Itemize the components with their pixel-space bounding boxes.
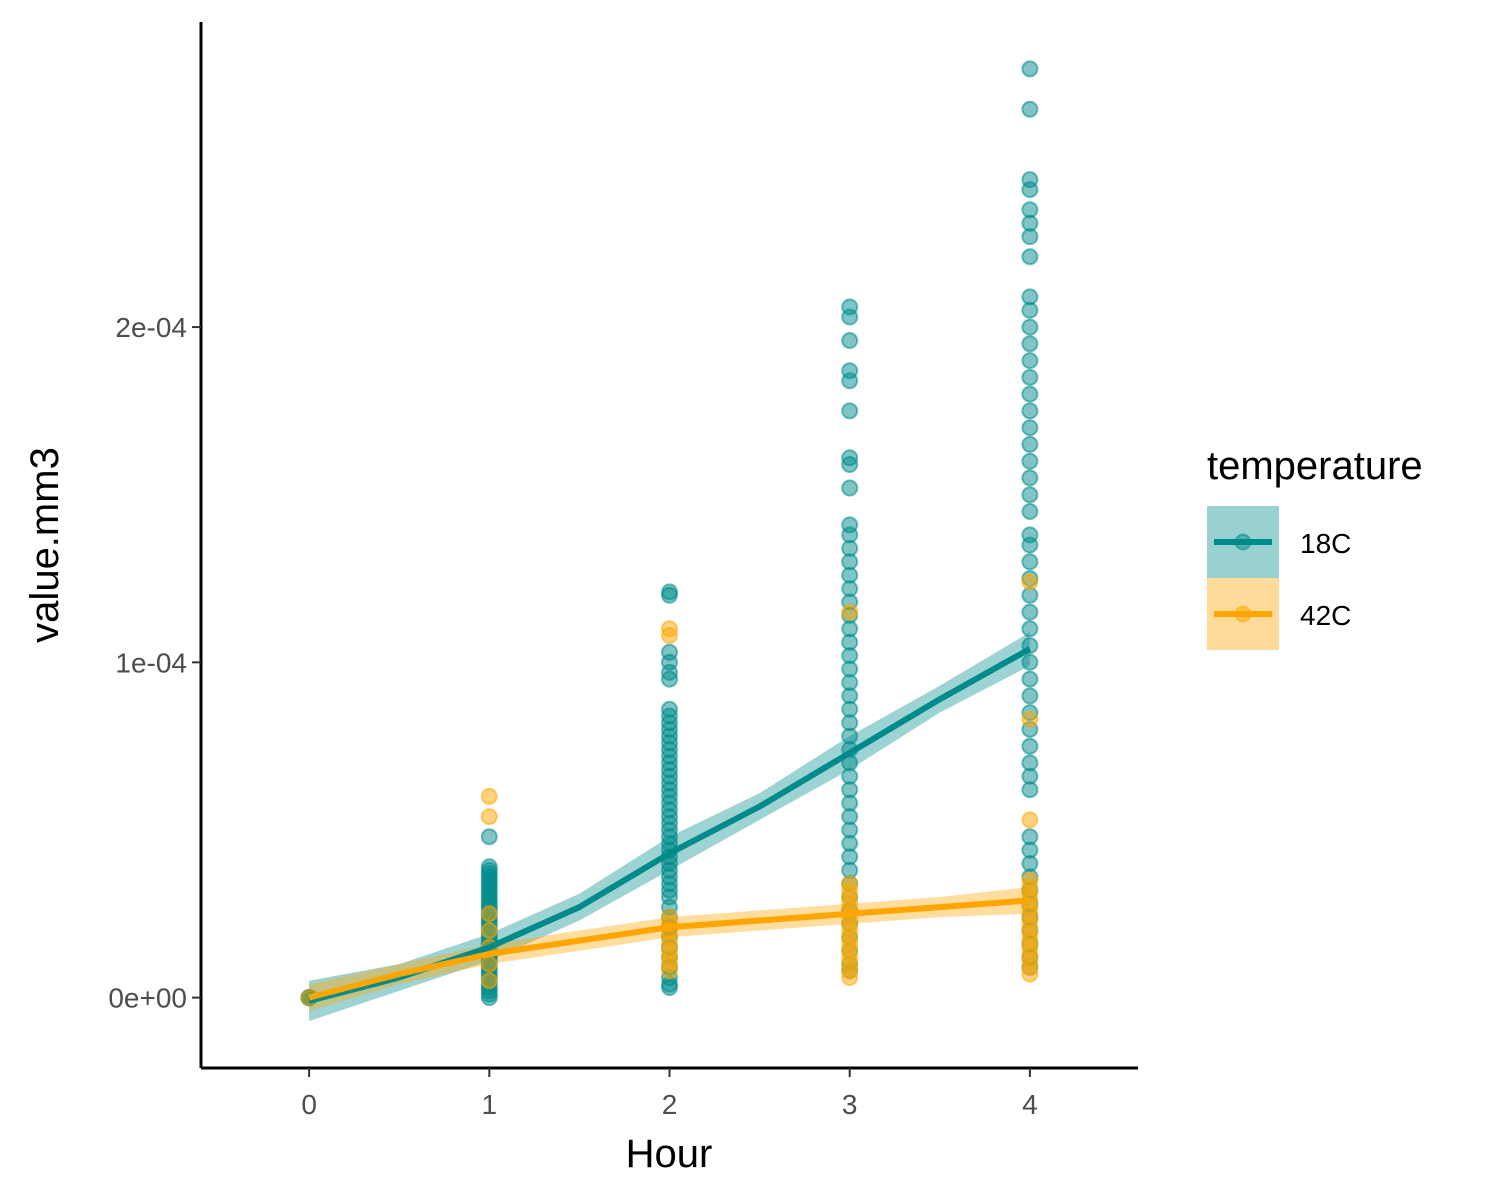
- data-point-18C: [1021, 318, 1039, 336]
- legend-label-42C: 42C: [1300, 600, 1351, 631]
- legend-item-18C: 18C: [1207, 506, 1351, 578]
- data-point-18C: [1021, 435, 1039, 453]
- data-point-42C: [480, 955, 498, 973]
- data-point-18C: [1021, 828, 1039, 846]
- data-point-18C: [1021, 486, 1039, 504]
- data-point-18C: [1021, 60, 1039, 78]
- legend: temperature 18C 42C: [1207, 444, 1423, 650]
- data-point-18C: [1021, 603, 1039, 621]
- plot-area: [300, 60, 1039, 1022]
- data-point-18C: [1021, 171, 1039, 189]
- data-point-18C: [1021, 385, 1039, 403]
- x-tick-label: 1: [482, 1089, 498, 1120]
- data-point-18C: [1021, 368, 1039, 386]
- data-point-18C: [1021, 452, 1039, 470]
- data-points: [300, 60, 1039, 1007]
- fit-lines: [308, 646, 1032, 1004]
- data-point-18C: [1021, 653, 1039, 671]
- data-point-42C: [1021, 871, 1039, 889]
- y-tick-label: 0e+00: [108, 983, 187, 1014]
- data-point-18C: [841, 298, 859, 316]
- data-point-18C: [1021, 687, 1039, 705]
- data-point-42C: [1021, 573, 1039, 591]
- y-axis-title: value.mm3: [23, 447, 67, 643]
- data-point-18C: [1021, 248, 1039, 266]
- data-point-42C: [841, 875, 859, 893]
- data-point-18C: [1021, 402, 1039, 420]
- data-point-18C: [1021, 352, 1039, 370]
- data-point-42C: [480, 922, 498, 939]
- data-point-42C: [480, 905, 498, 923]
- data-point-18C: [1021, 288, 1039, 306]
- data-point-18C: [841, 332, 859, 349]
- data-point-18C: [841, 479, 859, 497]
- legend-key-42C-point: [1234, 605, 1252, 623]
- data-point-18C: [661, 643, 678, 661]
- data-point-42C: [480, 787, 498, 805]
- data-point-18C: [1021, 670, 1039, 688]
- data-point-42C: [480, 972, 498, 990]
- legend-title: temperature: [1207, 444, 1423, 488]
- data-point-18C: [841, 516, 859, 534]
- data-point-18C: [1021, 526, 1039, 544]
- data-point-18C: [841, 449, 859, 467]
- data-point-18C: [841, 402, 859, 420]
- x-tick-label: 0: [301, 1089, 317, 1120]
- x-tick-label: 3: [842, 1089, 858, 1120]
- y-axis-ticks: 0e+00 1e-04 2e-04: [108, 312, 201, 1014]
- data-point-18C: [661, 583, 678, 601]
- data-point-18C: [661, 700, 678, 718]
- data-point-42C: [661, 620, 678, 638]
- fit-line-42C: [308, 897, 1031, 1001]
- data-point-18C: [1021, 737, 1039, 755]
- data-point-18C: [1021, 469, 1039, 487]
- data-point-18C: [1021, 201, 1039, 219]
- data-point-42C: [480, 808, 498, 826]
- legend-key-18C-point: [1234, 533, 1252, 551]
- data-point-18C: [480, 828, 498, 846]
- data-point-42C: [1021, 710, 1039, 728]
- data-point-18C: [1021, 503, 1039, 520]
- axes: 0 1 2 3 4 0e+00 1e-04 2e-04: [108, 22, 1138, 1120]
- y-tick-label: 2e-04: [115, 312, 187, 343]
- x-axis-title: Hour: [626, 1132, 713, 1176]
- data-point-18C: [1021, 553, 1039, 571]
- data-point-42C: [841, 603, 859, 621]
- legend-item-42C: 42C: [1207, 578, 1351, 650]
- data-point-18C: [1021, 100, 1039, 118]
- legend-label-18C: 18C: [1300, 528, 1351, 559]
- data-point-18C: [1021, 754, 1039, 772]
- data-point-18C: [1021, 419, 1039, 437]
- data-point-18C: [1021, 620, 1039, 638]
- data-point-18C: [480, 858, 498, 876]
- x-axis-ticks: 0 1 2 3 4: [301, 1068, 1038, 1120]
- y-tick-label: 1e-04: [115, 647, 187, 678]
- x-tick-label: 2: [662, 1089, 678, 1120]
- data-point-18C: [841, 362, 859, 380]
- x-tick-label: 4: [1022, 1089, 1038, 1120]
- data-point-18C: [1021, 335, 1039, 353]
- data-point-42C: [1021, 811, 1039, 829]
- data-point-42C: [661, 908, 678, 926]
